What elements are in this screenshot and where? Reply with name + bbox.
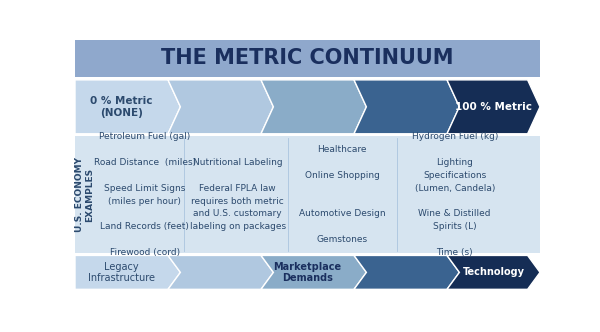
Polygon shape [261, 80, 367, 134]
Text: Technology: Technology [463, 267, 524, 277]
Text: Marketplace
Demands: Marketplace Demands [274, 262, 341, 283]
Polygon shape [354, 80, 460, 134]
FancyBboxPatch shape [75, 136, 540, 253]
Text: Healthcare

Online Shopping


Automotive Design

Gemstones: Healthcare Online Shopping Automotive De… [299, 145, 386, 244]
Text: Petroleum Fuel (gal)

Road Distance  (miles)

Speed Limit Signs
(miles per hour): Petroleum Fuel (gal) Road Distance (mile… [94, 132, 196, 257]
Text: U.S. ECONOMY
EXAMPLES: U.S. ECONOMY EXAMPLES [74, 157, 94, 232]
Text: THE METRIC CONTINUUM: THE METRIC CONTINUUM [161, 48, 454, 68]
Polygon shape [75, 80, 181, 134]
FancyBboxPatch shape [75, 77, 540, 80]
Text: 0 % Metric
(NONE): 0 % Metric (NONE) [90, 96, 153, 118]
FancyBboxPatch shape [75, 253, 540, 255]
Polygon shape [354, 255, 460, 289]
Polygon shape [168, 255, 274, 289]
Text: Nutritional Labeling

Federal FPLA law
requires both metric
and U.S. customary
l: Nutritional Labeling Federal FPLA law re… [190, 158, 286, 231]
Text: Hydrogen Fuel (kg)

Lighting
Specifications
(Lumen, Candela)

Wine & Distilled
S: Hydrogen Fuel (kg) Lighting Specificatio… [412, 132, 498, 257]
FancyBboxPatch shape [75, 40, 540, 77]
Polygon shape [447, 255, 540, 289]
Polygon shape [261, 255, 367, 289]
Polygon shape [168, 80, 274, 134]
Text: Legacy
Infrastructure: Legacy Infrastructure [88, 262, 155, 283]
Polygon shape [447, 80, 540, 134]
FancyBboxPatch shape [75, 134, 540, 136]
Polygon shape [75, 255, 181, 289]
Text: 100 % Metric: 100 % Metric [455, 102, 532, 112]
